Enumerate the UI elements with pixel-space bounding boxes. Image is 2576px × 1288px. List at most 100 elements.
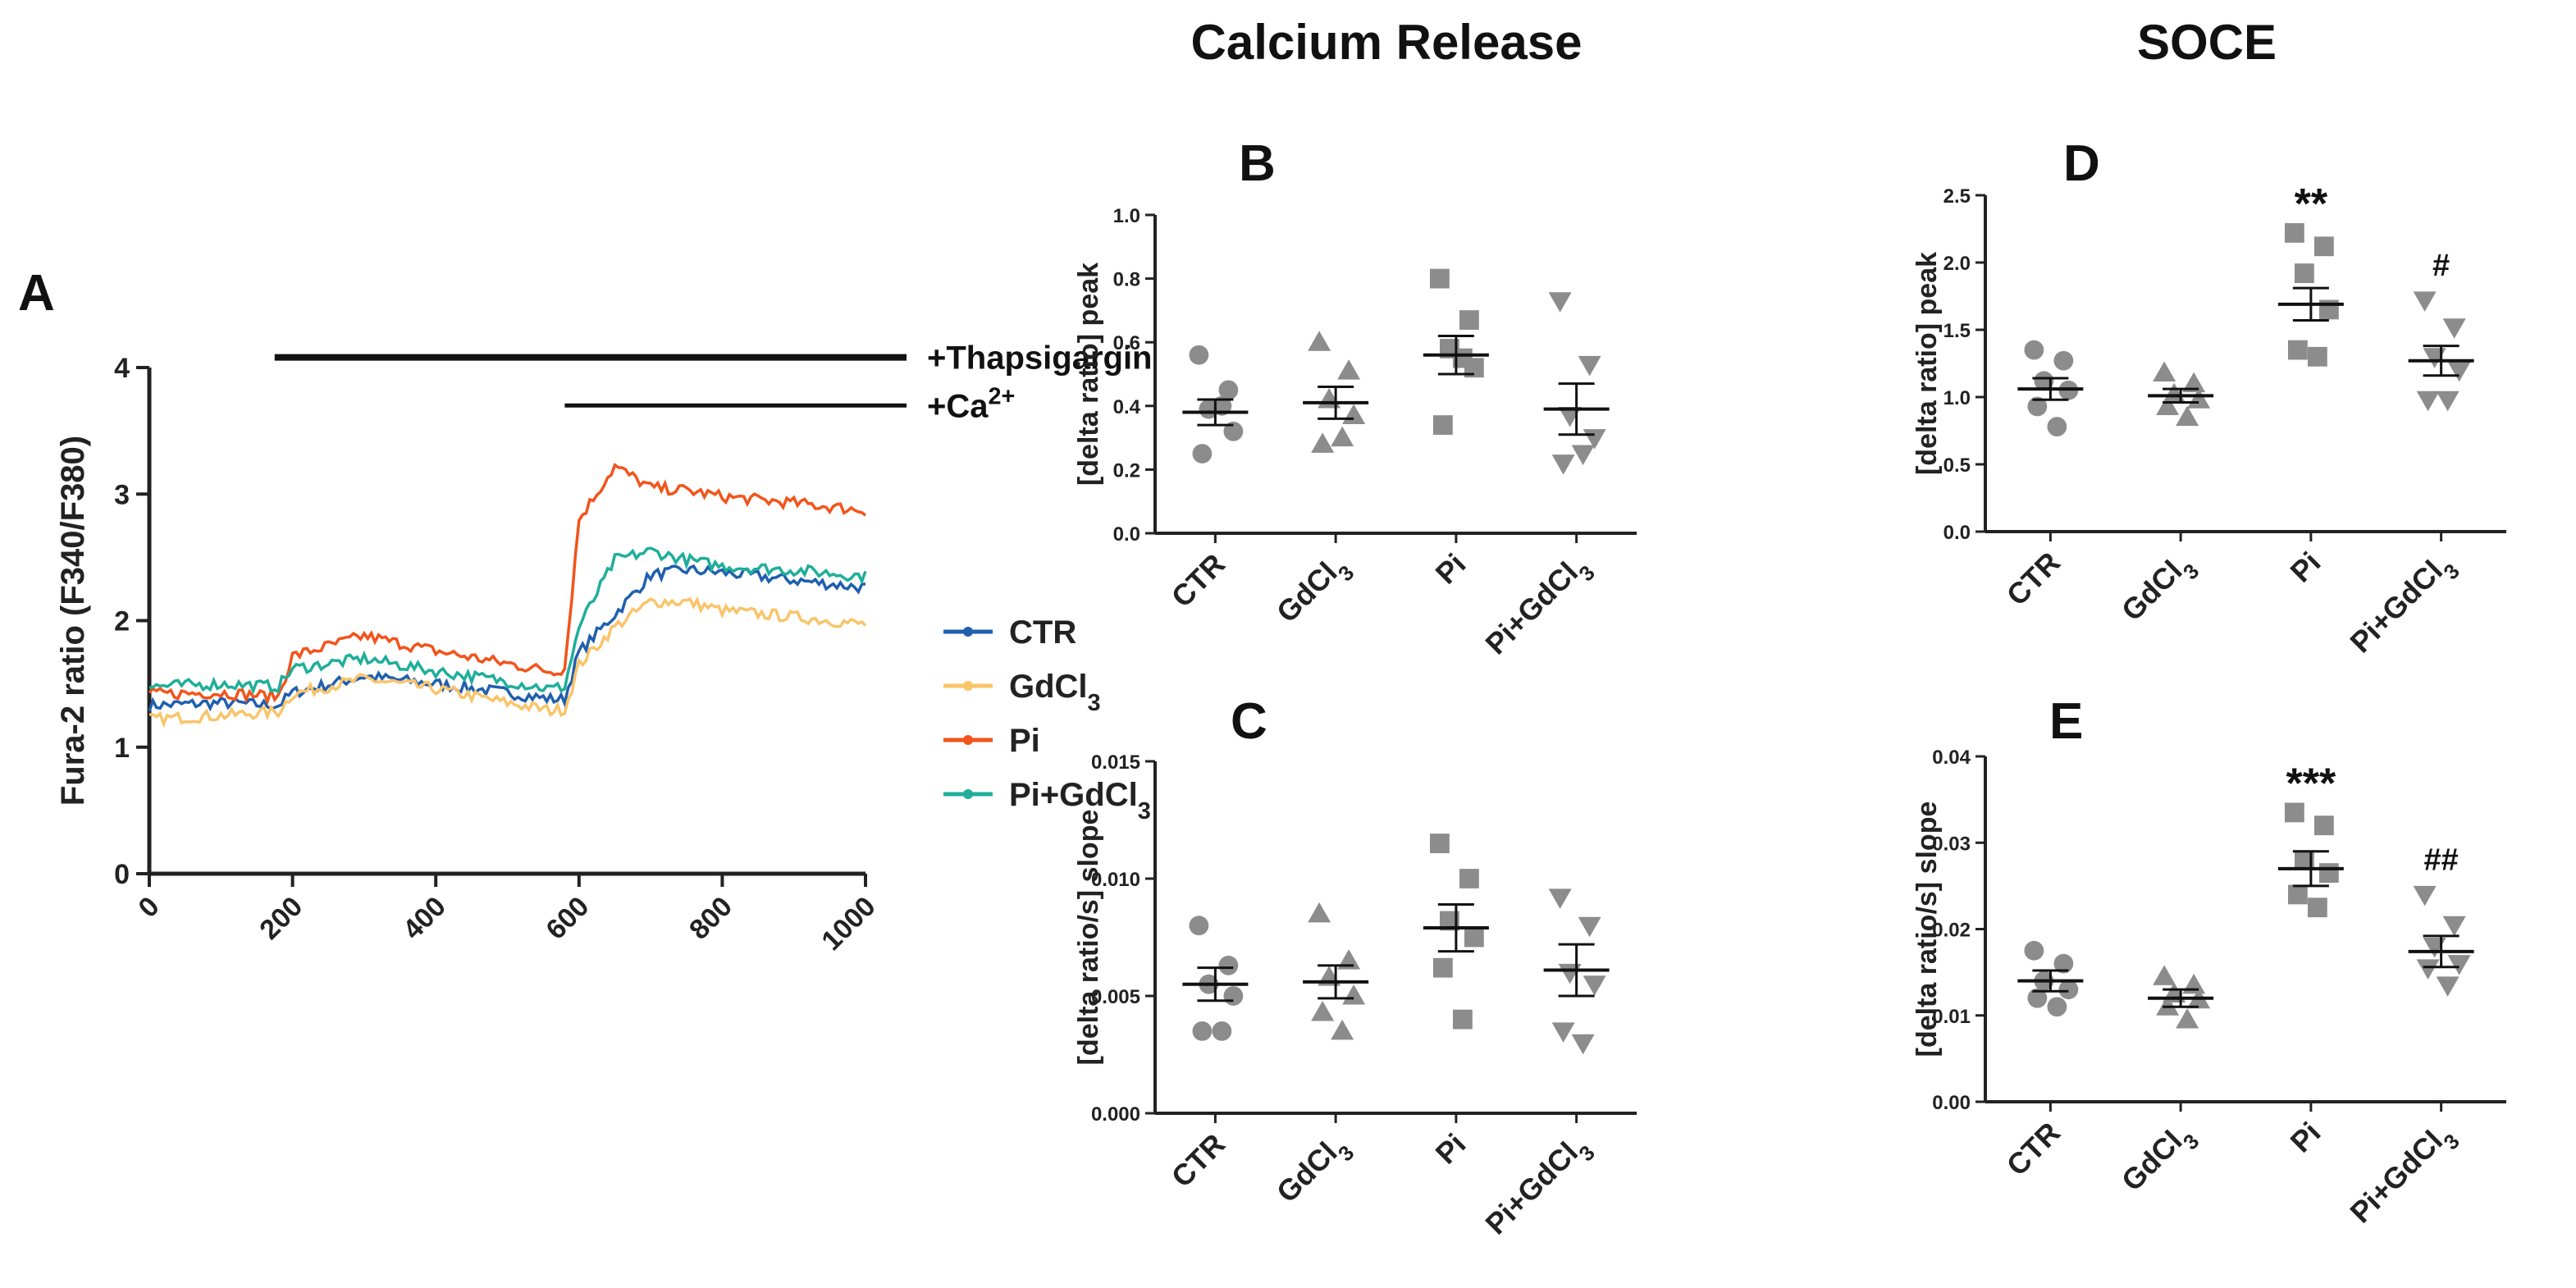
data-point-circle: [2053, 953, 2074, 974]
data-point-triangle-down: [2413, 885, 2437, 907]
data-point-triangle-down: [1551, 1022, 1575, 1043]
data-point-triangle-up: [2182, 973, 2206, 994]
data-point-triangle-up: [1311, 432, 1335, 453]
panel-y-tick-label: 0.015: [1091, 751, 1140, 774]
data-point-square: [1452, 1009, 1473, 1030]
data-point-triangle-down: [2416, 391, 2440, 412]
panel-y-tick-label: 0.01: [1932, 1006, 1971, 1028]
panel-b-letter: B: [1239, 135, 1276, 192]
data-point-triangle-down: [2423, 348, 2446, 368]
panel-significance-label: ##: [2423, 843, 2458, 877]
panel-category-label: CTR: [1165, 547, 1231, 614]
data-point-triangle-down: [1548, 888, 1572, 909]
data-point-triangle-down: [2413, 291, 2437, 312]
panel-y-tick-label: 0.6: [1113, 332, 1140, 354]
panel-a-legend-label: CTR: [1009, 614, 1076, 651]
data-point-circle: [2024, 940, 2044, 961]
panel-category-label: GdCl3: [2115, 546, 2204, 634]
data-point-triangle-up: [1337, 359, 1361, 380]
soce-heading: SOCE: [2137, 15, 2277, 70]
data-point-square: [2287, 884, 2308, 905]
panel-y-label: [delta ratio] peak: [1911, 252, 1943, 475]
panel-y-label: [delta ratio/s] slope: [1073, 810, 1104, 1066]
data-point-circle: [2027, 396, 2048, 417]
panel-e-letter: E: [2049, 693, 2083, 750]
panel-a-x-tick-label: 400: [397, 891, 452, 946]
panel-category-label: Pi+GdCl3: [1478, 1127, 1599, 1248]
panel-category-label: GdCl3: [2115, 1116, 2204, 1204]
data-point-square: [1439, 911, 1459, 931]
data-point-square: [2307, 897, 2327, 918]
data-point-triangle-down: [2423, 938, 2446, 958]
panel-y-tick-label: 2.5: [1943, 185, 1971, 208]
data-point-triangle-down: [1558, 963, 1582, 984]
data-point-square: [2284, 223, 2304, 243]
panel-y-tick-label: 1.5: [1943, 320, 1971, 342]
panel-a-legend-marker: [963, 789, 973, 799]
panel-y-tick-label: 0.010: [1091, 869, 1140, 891]
panel-a-legend-label: GdCl3: [1009, 669, 1101, 716]
panel-e: E 0.00 0.01 0.02 0.03 0.04 [delta ratio/s] slo…: [1911, 693, 2506, 1230]
panel-a-y-tick-label: 3: [114, 479, 130, 510]
panel-category-label: Pi: [1428, 1127, 1472, 1171]
panel-c: C 0.000 0.005 0.010 0.015 [delta ratio/s] slo…: [1073, 693, 1637, 1248]
data-point-circle: [1218, 380, 1239, 400]
data-point-square: [1464, 927, 1484, 948]
panel-category-label: GdCl3: [1270, 547, 1359, 636]
panel-y-label: [delta ratio/s] slope: [1911, 802, 1943, 1057]
data-point-square: [2284, 802, 2304, 823]
data-point-circle: [2047, 997, 2067, 1017]
data-point-square: [2294, 850, 2314, 870]
panel-category-label: Pi+GdCl3: [2343, 546, 2464, 666]
panel-a-legend-marker: [963, 627, 973, 637]
panel-a-series-ctr: [148, 564, 866, 712]
data-point-triangle-down: [1551, 454, 1575, 475]
data-point-triangle-down: [2442, 318, 2466, 339]
data-point-triangle-up: [1308, 331, 1331, 351]
data-point-circle: [1192, 1021, 1213, 1041]
panel-a-y-tick-label: 1: [114, 733, 130, 764]
panel-category-label: Pi: [2283, 546, 2327, 589]
data-point-triangle-down: [1571, 445, 1595, 465]
panel-category-label: GdCl3: [1270, 1127, 1359, 1216]
panel-y-tick-label: 0.4: [1113, 396, 1141, 418]
data-point-triangle-down: [1571, 1034, 1595, 1055]
panel-y-tick-label: 0.5: [1943, 454, 1971, 477]
data-point-triangle-down: [2447, 361, 2471, 382]
data-point-circle: [1189, 916, 1209, 936]
data-point-triangle-up: [2176, 405, 2199, 427]
panel-a-y-label: Fura-2 ratio (F340/F380): [55, 436, 91, 806]
panel-a-legend-label: Pi: [1009, 723, 1040, 759]
data-point-circle: [1223, 421, 1244, 441]
data-point-triangle-down: [2442, 916, 2466, 937]
data-point-square: [1432, 415, 1453, 435]
panel-y-tick-label: 0.0: [1113, 523, 1140, 546]
data-point-square: [1429, 834, 1450, 853]
data-point-triangle-down: [2436, 976, 2460, 997]
data-point-circle: [1212, 1021, 1232, 1041]
data-point-circle: [2047, 417, 2067, 436]
panel-category-label: Pi: [2283, 1116, 2327, 1159]
panel-a-series-pigdcl3: [148, 546, 867, 695]
data-point-square: [2313, 815, 2334, 836]
data-point-square: [1452, 348, 1473, 368]
data-point-triangle-up: [2156, 995, 2180, 1016]
data-point-square: [2313, 236, 2334, 257]
panel-a-x-tick-label: 200: [253, 891, 308, 946]
data-point-square: [2287, 340, 2308, 360]
panel-category-label: Pi: [1428, 547, 1472, 591]
data-point-triangle-up: [1311, 1001, 1335, 1021]
data-point-circle: [1189, 345, 1209, 365]
panel-y-tick-label: 0.02: [1932, 920, 1971, 942]
panel-d: D 0.0 0.5 1.0 1.5 2.0 2.5 [delta ratio] peak CTR…: [1911, 135, 2506, 666]
data-point-triangle-down: [1578, 355, 1601, 377]
panel-a-letter: A: [18, 265, 55, 322]
panel-y-tick-label: 0.2: [1113, 459, 1140, 482]
data-point-square: [2294, 263, 2314, 284]
panel-a-legend-marker: [963, 681, 973, 691]
data-point-triangle-up: [1308, 902, 1331, 923]
panels-layer: A 0 1 2 3 4 0 200 400 600 800 1000 Fura-2 ratio (F34…: [18, 135, 2506, 1248]
panel-y-tick-label: 1.0: [1943, 387, 1971, 409]
data-point-circle: [2027, 988, 2048, 1008]
